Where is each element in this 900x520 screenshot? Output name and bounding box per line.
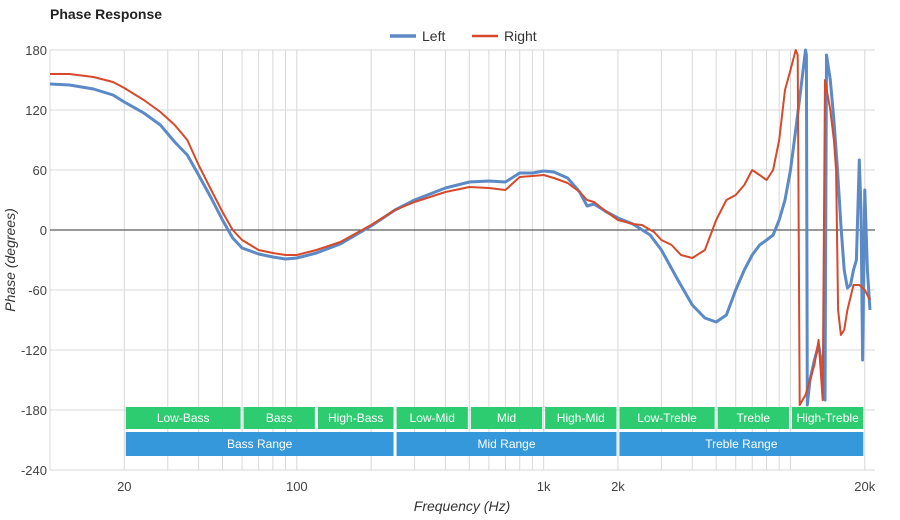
chart-title: Phase Response	[50, 6, 162, 22]
fine-band	[470, 407, 543, 429]
fine-band-label: Low-Treble	[637, 411, 697, 425]
x-tick-label: 2k	[611, 479, 625, 494]
fine-band	[791, 407, 864, 429]
series-line-left	[49, 48, 872, 407]
fine-band	[619, 407, 715, 429]
y-axis-ticks: 180 120 60 0 -60 -120 -180 -240	[21, 43, 47, 478]
y-tick-label: 120	[25, 103, 47, 118]
x-axis-label: Frequency (Hz)	[414, 498, 510, 514]
x-tick-label: 1k	[537, 479, 551, 494]
fine-band-label: High-Treble	[797, 411, 860, 425]
fine-band	[545, 407, 617, 429]
y-tick-label: -180	[21, 403, 47, 418]
coarse-band-label: Mid Range	[477, 437, 535, 451]
fine-band	[317, 407, 394, 429]
fine-band	[243, 407, 315, 429]
coarse-band-label: Treble Range	[705, 437, 778, 451]
fine-band-label: Mid	[497, 411, 516, 425]
fine-band-label: Low-Mid	[410, 411, 455, 425]
x-tick-label: 20k	[854, 479, 875, 494]
coarse-band	[619, 432, 864, 456]
y-tick-label: -120	[21, 343, 47, 358]
fine-band	[396, 407, 468, 429]
series-line-right	[50, 49, 871, 406]
coarse-band	[125, 432, 394, 456]
x-tick-label: 100	[286, 479, 308, 494]
range-bands: Low-Bass Bass High-Bass Low-Mid Mid High-Mid L…	[125, 407, 864, 456]
fine-band	[717, 407, 789, 429]
y-tick-label: 60	[33, 163, 47, 178]
coarse-band	[396, 432, 617, 456]
legend-label-left: Left	[422, 28, 445, 44]
x-tick-label: 20	[117, 479, 131, 494]
fine-band-label: Treble	[737, 411, 771, 425]
legend: Left Right	[390, 28, 537, 44]
fine-band-label: High-Bass	[328, 411, 383, 425]
fine-band-label: High-Mid	[557, 411, 605, 425]
fine-band	[125, 407, 241, 429]
series-lines	[49, 48, 872, 407]
fine-band-label: Bass	[266, 411, 293, 425]
y-tick-label: -60	[28, 283, 47, 298]
legend-label-right: Right	[504, 28, 537, 44]
fine-band-label: Low-Bass	[157, 411, 210, 425]
y-tick-label: 0	[40, 223, 47, 238]
y-tick-label: -240	[21, 463, 47, 478]
y-axis-label: Phase (degrees)	[2, 208, 18, 312]
coarse-band-label: Bass Range	[227, 437, 293, 451]
y-tick-label: 180	[25, 43, 47, 58]
x-axis-ticks: 20 100 1k 2k 20k	[117, 479, 876, 494]
